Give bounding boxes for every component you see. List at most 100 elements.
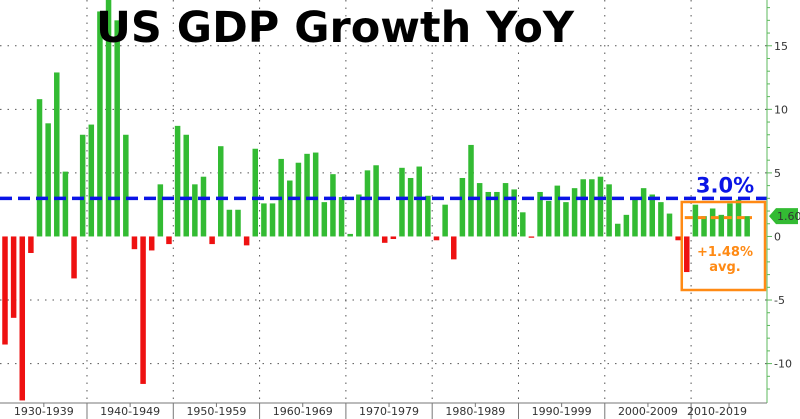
- bar-2001: [614, 223, 621, 237]
- chart-title: US GDP Growth YoY: [96, 3, 575, 53]
- reference-line-label: 3.0%: [696, 173, 754, 197]
- bar-1934: [36, 99, 43, 237]
- bar-1943: [114, 20, 120, 237]
- bar-1978: [416, 166, 422, 237]
- x-tick-label: 1970-1979: [359, 405, 419, 418]
- y-tick-label: 5: [774, 167, 781, 180]
- bar-1979: [425, 195, 431, 237]
- bar-1977: [407, 177, 414, 237]
- bar-1973: [373, 165, 379, 237]
- bar-1942: [105, 0, 112, 237]
- bar-1951: [183, 134, 189, 237]
- bar-1986: [485, 191, 492, 237]
- bar-1998: [589, 179, 595, 237]
- avg-label-suffix: avg.: [709, 260, 741, 275]
- bar-1944: [123, 134, 129, 237]
- bar-1953: [200, 176, 207, 237]
- y-tick-label: 15: [774, 40, 788, 53]
- bar-1997: [580, 179, 586, 237]
- bar-2010: [692, 204, 699, 237]
- bar-1939: [79, 134, 86, 237]
- bar-1972: [364, 170, 371, 237]
- bar-1984: [468, 144, 474, 237]
- bar-1989: [511, 189, 517, 237]
- bar-2006: [658, 202, 664, 237]
- bars: [2, 0, 750, 401]
- bar-1933: [28, 236, 34, 253]
- x-tick-label: 1930-1939: [14, 405, 74, 418]
- bar-1938: [71, 236, 77, 279]
- bar-1941: [97, 11, 103, 237]
- bar-2012: [709, 208, 716, 237]
- bar-1963: [287, 180, 293, 237]
- bar-1949: [166, 236, 172, 245]
- bar-1970: [347, 233, 353, 237]
- bar-1940: [88, 124, 95, 237]
- bar-1992: [537, 191, 543, 237]
- bar-2003: [632, 199, 638, 237]
- bar-1990: [520, 212, 526, 237]
- bar-2002: [623, 214, 630, 237]
- bar-1965: [304, 153, 310, 237]
- bar-1935: [45, 123, 51, 237]
- y-tick-label: 0: [774, 230, 781, 243]
- bar-1991: [528, 236, 535, 238]
- bar-1954: [209, 236, 215, 245]
- bar-2011: [701, 216, 707, 237]
- x-tick-label: 1940-1949: [100, 405, 160, 418]
- bar-1967: [321, 202, 328, 237]
- bar-1932: [19, 236, 26, 401]
- bar-1994: [554, 185, 561, 237]
- bar-1931: [10, 236, 17, 318]
- bar-1988: [502, 183, 509, 237]
- bar-1966: [312, 152, 319, 237]
- bar-1968: [330, 174, 336, 237]
- bar-1958: [243, 236, 250, 246]
- annotations: 3.0% +1.48%avg.: [0, 173, 767, 292]
- avg-label: +1.48%: [697, 245, 753, 260]
- bar-1971: [356, 194, 362, 237]
- x-tick-label: 2010-2019: [687, 405, 747, 418]
- bar-1937: [62, 171, 69, 237]
- bar-2005: [649, 194, 655, 237]
- bar-1987: [494, 191, 500, 237]
- bar-2009: [684, 236, 690, 273]
- bar-2007: [666, 213, 673, 237]
- bar-1975: [390, 236, 397, 240]
- bar-1947: [148, 236, 155, 251]
- bar-1959: [252, 148, 259, 237]
- bar-1945: [131, 236, 138, 250]
- y-tick-label: -10: [774, 358, 792, 371]
- bar-1946: [140, 236, 146, 384]
- bar-1957: [235, 209, 241, 237]
- bar-2008: [675, 236, 681, 241]
- bar-2014: [727, 203, 733, 237]
- bar-1996: [571, 188, 578, 237]
- bar-1982: [451, 236, 457, 260]
- bar-1980: [433, 236, 440, 241]
- bar-1955: [218, 146, 224, 237]
- bar-1974: [381, 236, 388, 243]
- bar-1993: [545, 200, 552, 237]
- bar-1948: [157, 184, 164, 237]
- bar-1930: [2, 236, 8, 345]
- bar-2016: [744, 216, 750, 237]
- last-value-label: 1.60: [777, 210, 800, 223]
- bar-1999: [597, 176, 604, 237]
- bar-2004: [640, 188, 647, 237]
- bar-1952: [192, 184, 198, 237]
- x-tick-label: 2000-2009: [618, 405, 678, 418]
- bar-1956: [226, 209, 233, 237]
- x-tick-label: 1980-1989: [445, 405, 505, 418]
- y-tick-label: 10: [774, 103, 788, 116]
- bar-2000: [606, 184, 612, 237]
- bar-1961: [269, 203, 276, 237]
- bar-1995: [563, 202, 569, 237]
- bar-1976: [399, 167, 405, 237]
- highlight-box: [680, 200, 767, 292]
- x-tick-label: 1950-1959: [186, 405, 246, 418]
- bar-1981: [442, 204, 448, 237]
- x-tick-label: 1960-1969: [273, 405, 333, 418]
